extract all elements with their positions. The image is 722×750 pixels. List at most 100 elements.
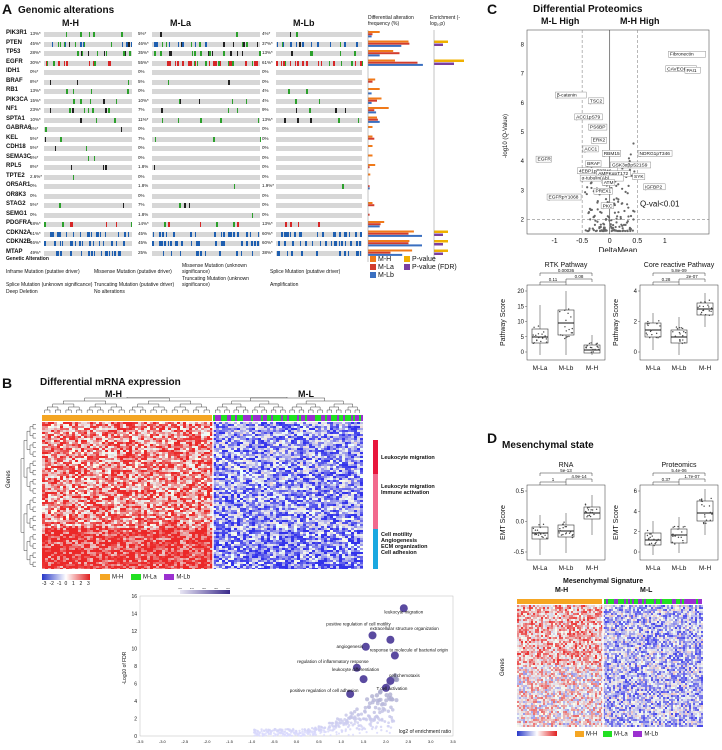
alteration-percent: 1.8% (138, 164, 149, 169)
heatmap-cell (249, 448, 252, 450)
heatmap-cell (126, 454, 129, 456)
alteration-mark (228, 60, 231, 66)
alteration-mark (117, 231, 120, 237)
heatmap-cell (162, 470, 165, 472)
heatmap-cell (360, 452, 363, 454)
heatmap-cell (246, 426, 249, 428)
heatmap-cell (264, 422, 267, 424)
heatmap-cell (222, 462, 225, 464)
heatmap-cell (264, 438, 267, 440)
heatmap-cell (309, 460, 312, 462)
heatmap-cell (231, 494, 234, 496)
heatmap-cell (114, 476, 117, 478)
alteration-percent: 61%* (262, 59, 273, 65)
heatmap-cell (84, 480, 87, 482)
heatmap-cell (222, 470, 225, 472)
heatmap-cell (312, 454, 315, 456)
heatmap-cell (117, 494, 120, 496)
heatmap-cell (147, 444, 150, 446)
heatmap-cell (183, 460, 186, 462)
heatmap-cell (237, 426, 240, 428)
heatmap-cell (321, 474, 324, 476)
heatmap-cell (261, 476, 264, 478)
heatmap-cell (201, 436, 204, 438)
heatmap-cell (165, 464, 168, 466)
heatmap-cell (66, 450, 69, 452)
heatmap-cell (48, 470, 51, 472)
alteration-mark (179, 203, 181, 208)
heatmap-cell (345, 422, 348, 424)
heatmap-cell (129, 496, 132, 498)
heatmap-cell (354, 446, 357, 448)
heatmap-cell (78, 422, 81, 424)
heatmap-cell (90, 484, 93, 486)
heatmap-cell (303, 480, 306, 482)
heatmap-cell (150, 438, 153, 440)
heatmap-cell (300, 490, 303, 492)
heatmap-cell (54, 446, 57, 448)
heatmap-cell (156, 440, 159, 442)
alteration-mark (184, 203, 186, 208)
heatmap-cell (318, 438, 321, 440)
oncoprint-track (44, 193, 132, 199)
heatmap-cell (183, 464, 186, 466)
heatmap-cell (48, 464, 51, 466)
alteration-mark (296, 32, 298, 37)
frequency-bar (368, 154, 373, 157)
heatmap-cell (306, 460, 309, 462)
heatmap-cell (117, 492, 120, 494)
heatmap-cell (354, 476, 357, 478)
heatmap-cell (294, 430, 297, 432)
heatmap-cell (198, 432, 201, 434)
heatmap-cell (333, 428, 336, 430)
alteration-percent: 1.8% (138, 183, 149, 188)
heatmap-cell (288, 460, 291, 462)
alteration-mark (329, 41, 332, 47)
heatmap-cell (270, 428, 273, 430)
dendrogram-branch (243, 409, 249, 413)
heatmap-cell (42, 448, 45, 450)
heatmap-cell (210, 428, 213, 430)
alteration-mark (231, 98, 234, 104)
heatmap-cell (87, 422, 90, 424)
heatmap-cell (273, 468, 276, 470)
heatmap-cell (153, 426, 156, 428)
heatmap-cell (282, 448, 285, 450)
heatmap-cell (162, 446, 165, 448)
heatmap-cell (171, 456, 174, 458)
heatmap-cell (303, 484, 306, 486)
alteration-mark (347, 250, 350, 256)
heatmap-cell (288, 468, 291, 470)
frequency-bar (368, 185, 370, 188)
heatmap-cell (162, 466, 165, 468)
heatmap-cell (255, 432, 258, 434)
heatmap-cell (153, 488, 156, 490)
heatmap-cell (195, 468, 198, 470)
heatmap-cell (183, 434, 186, 436)
oncoprint-track (44, 117, 132, 123)
heatmap-cell (108, 498, 111, 500)
heatmap-cell (51, 428, 54, 430)
heatmap-cell (147, 498, 150, 500)
heatmap-cell (243, 480, 246, 482)
heatmap-cell (306, 494, 309, 496)
heatmap-cell (303, 490, 306, 492)
heatmap-cell (219, 436, 222, 438)
heatmap-cell (243, 426, 246, 428)
alteration-mark (55, 250, 58, 256)
heatmap-cell (288, 428, 291, 430)
heatmap-cell (294, 482, 297, 484)
heatmap-cell (168, 468, 171, 470)
heatmap-cell (66, 448, 69, 450)
heatmap-cell (276, 484, 279, 486)
heatmap-cell (207, 472, 210, 474)
heatmap-cell (126, 424, 129, 426)
heatmap-cell (153, 442, 156, 444)
oncoprint-track (44, 203, 132, 208)
heatmap-cell (261, 450, 264, 452)
alteration-mark (289, 231, 292, 237)
oncoprint-track (276, 184, 362, 189)
alteration-percent: 25% (138, 249, 148, 255)
heatmap-cell (117, 440, 120, 442)
heatmap-cell (63, 422, 66, 424)
